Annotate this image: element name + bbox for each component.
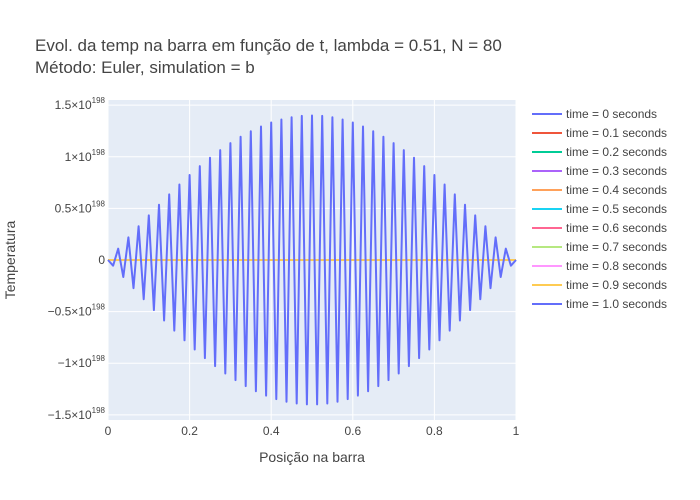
legend-label: time = 0.6 seconds: [566, 221, 667, 235]
legend-item[interactable]: time = 0.3 seconds: [532, 164, 667, 178]
y-axis-label: Temperatura: [2, 220, 18, 299]
y-tick-label: 1.5×10198: [55, 96, 106, 112]
legend-label: time = 0 seconds: [566, 107, 657, 121]
legend-label: time = 0.5 seconds: [566, 202, 667, 216]
x-tick-label: 0.6: [344, 424, 361, 438]
legend-item[interactable]: time = 0.6 seconds: [532, 221, 667, 235]
y-tick-label: −0.5×10198: [48, 303, 106, 319]
legend-item[interactable]: time = 0.2 seconds: [532, 145, 667, 159]
x-tick-label: 0: [105, 424, 112, 438]
legend-item[interactable]: time = 0.1 seconds: [532, 126, 667, 140]
chart-title-line1: Evol. da temp na barra em função de t, l…: [35, 36, 502, 55]
x-tick-label: 0.2: [181, 424, 198, 438]
y-tick-label: 0: [98, 253, 105, 267]
series-line: [107, 114, 517, 406]
x-tick-labels: 0 0.2 0.4 0.6 0.8 1: [105, 424, 520, 438]
legend-label: time = 0.8 seconds: [566, 259, 667, 273]
legend-item[interactable]: time = 0.7 seconds: [532, 240, 667, 254]
x-tick-label: 0.4: [263, 424, 280, 438]
legend-item[interactable]: time = 0 seconds: [532, 107, 657, 121]
legend[interactable]: time = 0 seconds time = 0.1 seconds time =…: [532, 107, 667, 311]
legend-label: time = 0.3 seconds: [566, 164, 667, 178]
legend-item[interactable]: time = 1.0 seconds: [532, 297, 667, 311]
legend-item[interactable]: time = 0.5 seconds: [532, 202, 667, 216]
legend-label: time = 0.7 seconds: [566, 240, 667, 254]
chart-title-line2: Método: Euler, simulation = b: [35, 58, 255, 77]
y-tick-label: 0.5×10198: [55, 199, 106, 215]
y-tick-label: 1×10198: [65, 148, 106, 164]
legend-label: time = 0.9 seconds: [566, 278, 667, 292]
legend-item[interactable]: time = 0.8 seconds: [532, 259, 667, 273]
x-tick-label: 0.8: [426, 424, 443, 438]
y-tick-labels: 1.5×10198 1×10198 0.5×10198 0 −0.5×10198 −1×1…: [48, 96, 106, 422]
x-axis-label: Posição na barra: [259, 449, 365, 465]
legend-item[interactable]: time = 0.4 seconds: [532, 183, 667, 197]
legend-label: time = 0.4 seconds: [566, 183, 667, 197]
legend-label: time = 1.0 seconds: [566, 297, 667, 311]
legend-label: time = 0.2 seconds: [566, 145, 667, 159]
y-tick-label: −1.5×10198: [48, 406, 106, 422]
legend-item[interactable]: time = 0.9 seconds: [532, 278, 667, 292]
legend-label: time = 0.1 seconds: [566, 126, 667, 140]
x-tick-label: 1: [513, 424, 520, 438]
series-lines: [107, 114, 517, 406]
y-tick-label: −1×10198: [58, 354, 106, 370]
